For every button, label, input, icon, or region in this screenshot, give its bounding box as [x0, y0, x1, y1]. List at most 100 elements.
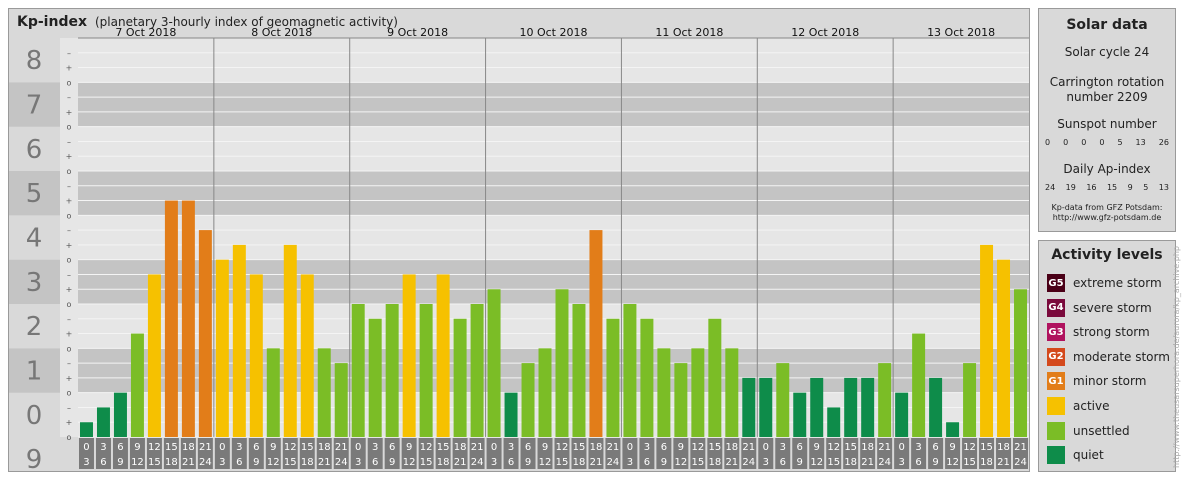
- interval-box: [248, 438, 264, 469]
- interval-box: [843, 438, 859, 469]
- interval-box: [758, 438, 774, 469]
- kp-bar: [555, 289, 569, 437]
- kp-bar: [725, 348, 739, 437]
- solar-data-title: Solar data: [1066, 17, 1148, 33]
- interval-end: 3: [83, 457, 89, 468]
- interval-start: 6: [389, 442, 395, 453]
- y-axis-band: [9, 82, 60, 127]
- interval-start: 21: [199, 442, 212, 453]
- kp-bar: [1014, 289, 1027, 437]
- interval-end: 15: [556, 457, 569, 468]
- interval-start: 9: [134, 442, 140, 453]
- kp-bar: [300, 274, 314, 437]
- interval-box: [79, 438, 94, 469]
- interval-box: [690, 438, 706, 469]
- interval-start: 21: [878, 442, 891, 453]
- interval-end: 21: [997, 457, 1010, 468]
- kp-bar: [113, 392, 127, 437]
- interval-end: 6: [100, 457, 106, 468]
- kp-bar: [521, 363, 535, 437]
- interval-box: [146, 438, 162, 469]
- kp-bar: [844, 377, 858, 437]
- y-axis-band: [9, 304, 60, 349]
- gfz-link[interactable]: http://www.gfz-potsdam.de: [1052, 213, 1162, 222]
- kp-bar: [419, 304, 433, 437]
- interval-box: [724, 438, 740, 469]
- interval-box: [265, 438, 281, 469]
- minor-tick: +: [66, 285, 73, 294]
- kp-bar: [317, 348, 331, 437]
- interval-end: 21: [861, 457, 874, 468]
- interval-start: 0: [627, 442, 633, 453]
- legend-label: moderate storm: [1073, 349, 1170, 364]
- interval-start: 15: [437, 442, 450, 453]
- interval-box: [418, 438, 434, 469]
- interval-end: 9: [932, 457, 938, 468]
- y-tick-label: 2: [26, 312, 43, 342]
- interval-end: 15: [284, 457, 297, 468]
- interval-box: [1013, 438, 1028, 469]
- interval-start: 0: [83, 442, 89, 453]
- minor-tick: o: [67, 300, 72, 309]
- interval-start: 12: [556, 442, 569, 453]
- interval-start: 9: [949, 442, 955, 453]
- interval-end: 12: [403, 457, 416, 468]
- minor-tick: +: [66, 152, 73, 161]
- interval-end: 21: [318, 457, 331, 468]
- legend-item: active: [1047, 396, 1109, 416]
- kp-bar: [283, 244, 297, 437]
- interval-end: 24: [1014, 457, 1027, 468]
- interval-end: 18: [301, 457, 314, 468]
- minor-tick: –: [67, 49, 71, 58]
- kp-bar: [963, 363, 977, 437]
- legend-swatch: G2: [1047, 347, 1065, 366]
- sunspot-value: 0: [1045, 138, 1051, 147]
- interval-start: 18: [182, 442, 195, 453]
- sunspot-value: 0: [1099, 138, 1105, 147]
- interval-box: [860, 438, 876, 469]
- interval-end: 15: [691, 457, 704, 468]
- interval-start: 15: [844, 442, 857, 453]
- kp-bar: [929, 377, 943, 437]
- interval-end: 15: [148, 457, 161, 468]
- interval-start: 18: [861, 442, 874, 453]
- sunspot-value: 13: [1135, 138, 1146, 147]
- interval-end: 3: [627, 457, 633, 468]
- interval-box: [826, 438, 842, 469]
- legend-item: G1 minor storm: [1047, 371, 1146, 391]
- sunspot-title: Sunspot number: [1057, 117, 1157, 131]
- kp-band: [78, 38, 1029, 83]
- interval-box: [282, 438, 298, 469]
- interval-box: [554, 438, 570, 469]
- interval-box: [741, 438, 757, 469]
- kp-bar: [878, 363, 892, 437]
- kp-bar: [436, 274, 450, 437]
- interval-box: [877, 438, 893, 469]
- interval-box: [605, 438, 621, 469]
- ap-title: Daily Ap-index: [1063, 162, 1151, 176]
- kp-bar: [572, 304, 586, 437]
- interval-end: 15: [420, 457, 433, 468]
- interval-end: 3: [763, 457, 769, 468]
- ap-value: 9: [1127, 183, 1133, 192]
- kp-bar: [385, 304, 399, 437]
- interval-start: 9: [678, 442, 684, 453]
- chart-title: Kp-index: [17, 14, 87, 30]
- chart-subtitle: (planetary 3-hourly index of geomagnetic…: [95, 15, 398, 29]
- interval-start: 3: [915, 442, 921, 453]
- interval-end: 6: [644, 457, 650, 468]
- interval-end: 18: [165, 457, 178, 468]
- interval-start: 3: [372, 442, 378, 453]
- interval-start: 18: [454, 442, 467, 453]
- interval-box: [452, 438, 468, 469]
- interval-start: 9: [814, 442, 820, 453]
- interval-box: [486, 438, 502, 469]
- interval-start: 12: [691, 442, 704, 453]
- solar-cycle: Solar cycle 24: [1064, 45, 1150, 59]
- interval-box: [656, 438, 672, 469]
- chart-header: Kp-index (planetary 3-hourly index of geo…: [17, 14, 398, 30]
- ap-values: 24 19 16 15 9 5 13: [1039, 183, 1175, 192]
- kp-band: [78, 126, 1029, 171]
- day-label: 9 Oct 2018: [387, 26, 448, 39]
- day-label: 10 Oct 2018: [519, 26, 587, 39]
